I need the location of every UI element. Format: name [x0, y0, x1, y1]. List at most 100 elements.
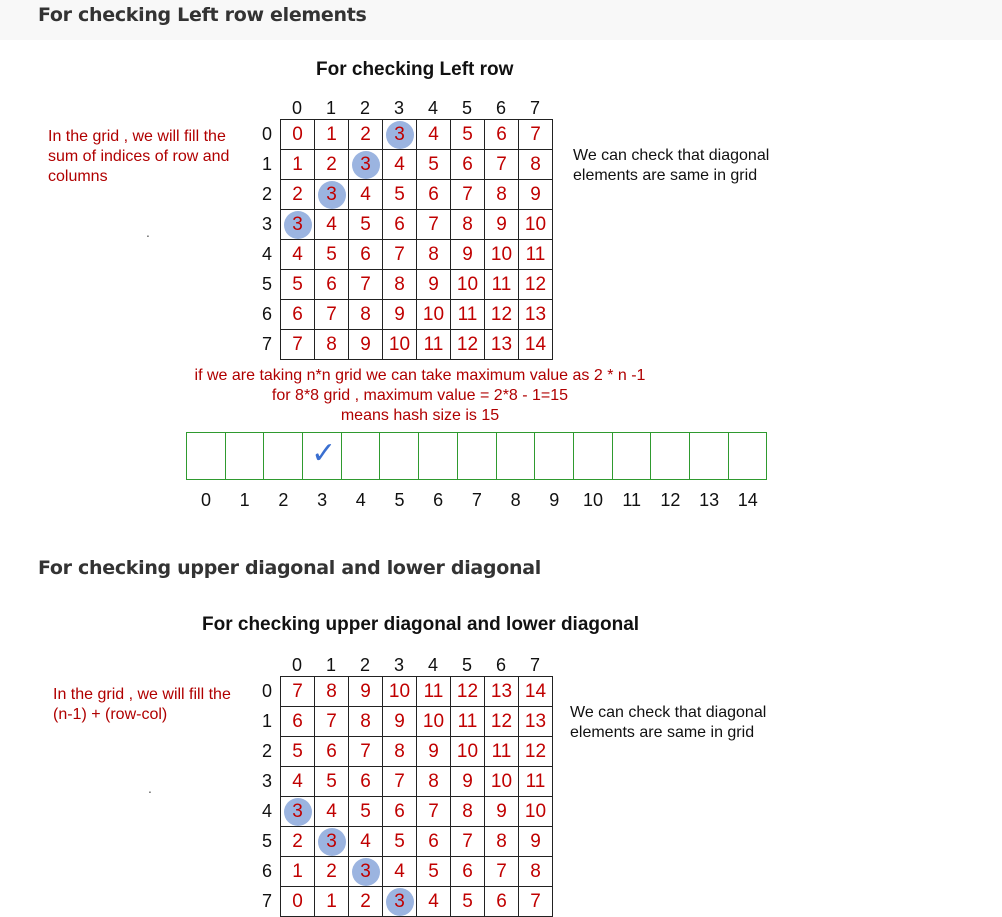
section2-subheading: For checking upper diagonal and lower di… — [202, 614, 640, 635]
grid-cell: 8 — [519, 857, 553, 887]
grid-cell: 10 — [383, 677, 417, 707]
section1-left-note: In the grid , we will fill the sum of in… — [48, 127, 229, 187]
grid-cell: 4 — [383, 150, 417, 180]
grid-cell: 5 — [383, 180, 417, 210]
hash-slot — [458, 433, 497, 479]
grid-cell: 5 — [383, 827, 417, 857]
hash-index-label: 14 — [737, 490, 758, 510]
column-header: 5 — [461, 655, 472, 675]
grid-cell: 7 — [281, 330, 315, 360]
grid-cell: 5 — [451, 887, 485, 917]
grid-cell: 4 — [417, 120, 451, 150]
hash-slot — [535, 433, 574, 479]
section2-left-note: In the grid , we will fill the (n-1) + (… — [53, 685, 231, 725]
grid-cell: 2 — [281, 180, 315, 210]
hash-slot — [613, 433, 652, 479]
grid-cell: 13 — [519, 300, 553, 330]
grid-cell: 5 — [281, 270, 315, 300]
grid-cell: 5 — [417, 150, 451, 180]
column-header: 3 — [393, 98, 404, 118]
hash-slot — [574, 433, 613, 479]
grid-cell: 5 — [417, 857, 451, 887]
grid-cell: 0 — [281, 120, 315, 150]
grid-cell: 8 — [519, 150, 553, 180]
grid-cell: 2 — [315, 150, 349, 180]
checkmark-icon: ✓ — [311, 437, 337, 470]
hash-index-label: 11 — [622, 490, 642, 510]
top-band — [0, 0, 1002, 40]
grid-cell: 9 — [349, 677, 383, 707]
grid-cell: 9 — [383, 300, 417, 330]
grid-cell: 8 — [485, 827, 519, 857]
grid-cell: 11 — [485, 270, 519, 300]
grid-cell: 5 — [451, 120, 485, 150]
hash-slot — [729, 433, 768, 479]
grid-cell: 7 — [485, 150, 519, 180]
hash-index-label: 0 — [200, 490, 212, 510]
hash-index-label: 6 — [433, 490, 444, 510]
stray-dot: . — [146, 224, 150, 240]
grid-cell: 1 — [281, 150, 315, 180]
grid-cell: 6 — [451, 857, 485, 887]
grid-cell: 4 — [349, 180, 383, 210]
grid-cell: 11 — [417, 677, 451, 707]
grid-cell: 2 — [315, 857, 349, 887]
note-line: sum of indices of row and — [48, 148, 230, 165]
row-header: 3 — [261, 771, 272, 791]
grid-cell: 12 — [485, 707, 519, 737]
grid-cell: 7 — [519, 887, 553, 917]
grid-cell: 11 — [519, 767, 553, 797]
hash-index-label: 2 — [278, 490, 289, 510]
grid-cell: 9 — [485, 210, 519, 240]
grid-cell: 7 — [315, 300, 349, 330]
note-line: (n-1) + (row-col) — [53, 706, 168, 723]
stray-dot: . — [148, 780, 152, 796]
grid-cell: 3 — [281, 210, 315, 240]
grid-cell: 4 — [315, 210, 349, 240]
grid-cell: 0 — [281, 887, 315, 917]
hash-index-label: 13 — [699, 490, 720, 510]
grid-cell: 11 — [485, 737, 519, 767]
grid-cell: 7 — [349, 270, 383, 300]
grid-cell: 6 — [349, 767, 383, 797]
grid-cell: 8 — [485, 180, 519, 210]
grid-cell: 5 — [349, 210, 383, 240]
row-header: 4 — [261, 801, 272, 821]
grid-cell: 6 — [485, 887, 519, 917]
column-header: 0 — [291, 655, 302, 675]
note-line: columns — [48, 168, 108, 185]
column-headers: 0 1 2 3 4 5 6 7 — [280, 97, 552, 119]
note-line: elements are same in grid — [570, 724, 755, 741]
grid-cell: 7 — [383, 767, 417, 797]
grid-cell: 6 — [349, 240, 383, 270]
note-line: We can check that diagonal — [570, 704, 767, 721]
column-header: 0 — [291, 98, 302, 118]
row-header: 2 — [261, 741, 272, 761]
column-header: 2 — [359, 655, 370, 675]
section1-right-note: We can check that diagonal elements are … — [573, 146, 769, 186]
hash-index-label: 1 — [239, 490, 250, 510]
hash-index-label: 12 — [660, 490, 681, 510]
grid-cell: 9 — [383, 707, 417, 737]
row-header: 6 — [261, 861, 272, 881]
grid-cell: 11 — [451, 707, 485, 737]
grid-cell: 10 — [383, 330, 417, 360]
grid-cell: 6 — [417, 827, 451, 857]
grid-cell: 9 — [485, 797, 519, 827]
grid-cell: 12 — [451, 330, 485, 360]
grid-cell: 14 — [519, 330, 553, 360]
row-header: 4 — [261, 244, 272, 264]
note-line: if we are taking n*n grid we can take ma… — [194, 367, 646, 384]
grid-cell: 8 — [349, 707, 383, 737]
grid-cell: 1 — [315, 120, 349, 150]
grid-cell: 6 — [383, 797, 417, 827]
grid-cell: 7 — [417, 797, 451, 827]
grid-cell: 3 — [383, 887, 417, 917]
grid-cell: 13 — [485, 330, 519, 360]
hash-index-label: 8 — [510, 490, 521, 510]
grid-cell: 6 — [315, 270, 349, 300]
row-header: 1 — [261, 711, 272, 731]
hash-slot — [690, 433, 729, 479]
hash-slot — [651, 433, 690, 479]
